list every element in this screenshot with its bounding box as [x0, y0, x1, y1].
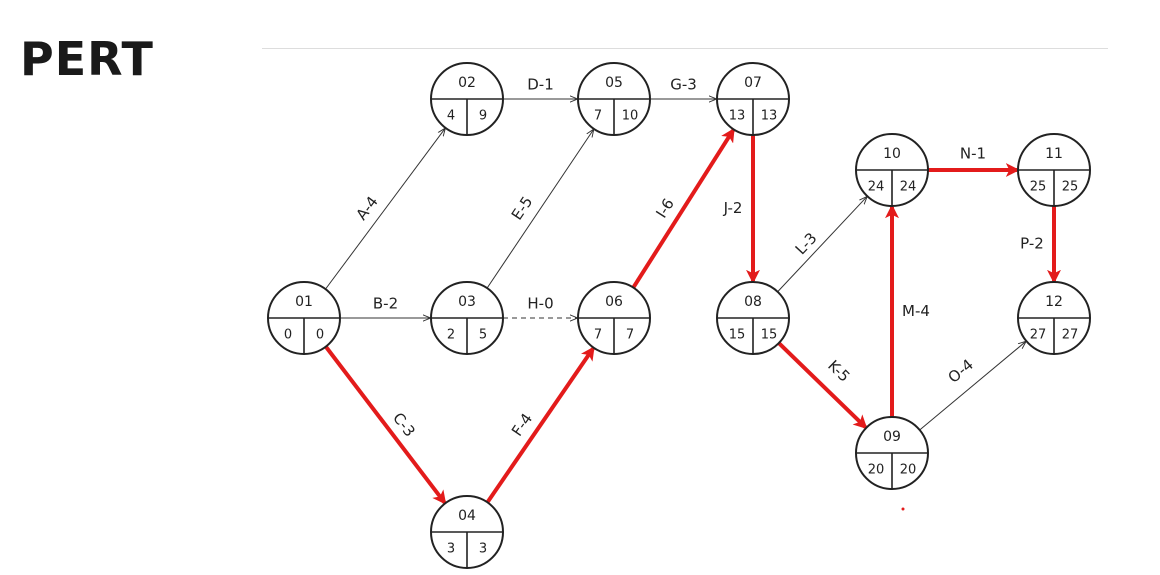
activity-j-2: J-2 — [723, 135, 760, 284]
event-node-07: 07 13 13 — [716, 62, 790, 136]
activity-label: H-0 — [527, 295, 553, 313]
activity-m-4: M-4 — [885, 204, 930, 417]
node-id: 11 — [1045, 146, 1063, 162]
activity-arrow — [919, 342, 1026, 431]
event-node-09: 09 20 20 — [855, 416, 929, 490]
node-earliest-time: 13 — [729, 109, 746, 124]
node-latest-time: 24 — [900, 180, 917, 195]
event-node-10: 10 24 24 — [855, 133, 929, 207]
activity-b-2: B-2 — [340, 295, 430, 319]
node-earliest-time: 7 — [594, 328, 602, 343]
activity-h-0: H-0 — [503, 295, 577, 319]
node-id: 10 — [883, 146, 901, 162]
activity-e-5: E-5 — [486, 130, 593, 289]
node-earliest-time: 15 — [729, 328, 746, 343]
activity-label: E-5 — [508, 193, 537, 223]
node-latest-time: 13 — [761, 109, 778, 124]
activity-label: N-1 — [960, 145, 986, 163]
activity-label: M-4 — [902, 302, 930, 320]
activity-label: I-6 — [652, 195, 678, 221]
node-id: 01 — [295, 294, 313, 310]
node-id: 03 — [458, 294, 476, 310]
node-id: 07 — [744, 75, 762, 91]
activity-label: G-3 — [670, 76, 697, 94]
activity-label: L-3 — [792, 229, 821, 258]
activity-label: B-2 — [373, 295, 398, 313]
node-earliest-time: 7 — [594, 109, 602, 124]
event-node-11: 11 25 25 — [1017, 133, 1091, 207]
activity-a-4: A-4 — [325, 129, 444, 290]
activity-g-3: G-3 — [650, 76, 716, 100]
node-earliest-time: 27 — [1030, 328, 1047, 343]
node-latest-time: 3 — [479, 542, 487, 557]
activity-p-2: P-2 — [1020, 206, 1061, 284]
node-id: 08 — [744, 294, 762, 310]
node-id: 09 — [883, 429, 901, 445]
node-earliest-time: 4 — [447, 109, 455, 124]
node-latest-time: 7 — [626, 328, 634, 343]
node-latest-time: 0 — [316, 328, 324, 343]
event-node-01: 01 0 0 — [267, 281, 341, 355]
activity-f-4: F-4 — [485, 346, 595, 504]
node-earliest-time: 24 — [868, 180, 885, 195]
activity-n-1: N-1 — [928, 145, 1020, 177]
activity-i-6: I-6 — [631, 127, 735, 289]
node-earliest-time: 3 — [447, 542, 455, 557]
node-id: 02 — [458, 75, 476, 91]
activity-c-3: C-3 — [324, 345, 447, 505]
activity-arrow — [486, 130, 593, 289]
node-latest-time: 20 — [900, 463, 917, 478]
activity-k-5: K-5 — [777, 341, 868, 430]
node-earliest-time: 2 — [447, 328, 455, 343]
node-latest-time: 27 — [1062, 328, 1079, 343]
activity-arrow — [777, 197, 867, 293]
divider — [262, 48, 1108, 49]
activity-l-3: L-3 — [777, 197, 867, 293]
activity-label: P-2 — [1020, 235, 1044, 253]
node-earliest-time: 0 — [284, 328, 292, 343]
event-node-02: 02 4 9 — [430, 62, 504, 136]
activity-arrows: A-4 B-2 C-3 D-1 E-5 H-0 F-4 G-3 I-6 J-2 L-3 K-5 M-4 O… — [324, 76, 1061, 505]
activity-label: O-4 — [944, 355, 976, 386]
event-node-06: 06 7 7 — [577, 281, 651, 355]
node-earliest-time: 20 — [868, 463, 885, 478]
node-earliest-time: 25 — [1030, 180, 1047, 195]
node-latest-time: 5 — [479, 328, 487, 343]
event-node-05: 05 7 10 — [577, 62, 651, 136]
node-id: 04 — [458, 508, 476, 524]
activity-arrow — [777, 341, 868, 430]
activity-o-4: O-4 — [919, 342, 1026, 431]
event-node-04: 04 3 3 — [430, 495, 504, 569]
node-latest-time: 9 — [479, 109, 487, 124]
event-node-03: 03 2 5 — [430, 281, 504, 355]
activity-arrow — [485, 346, 595, 504]
activity-arrow — [325, 129, 444, 290]
activity-label: D-1 — [527, 76, 554, 94]
activity-arrow — [324, 345, 447, 505]
stray-dot — [901, 507, 905, 511]
page-title: PERT — [20, 32, 154, 86]
activity-arrow — [631, 127, 735, 289]
activity-label: J-2 — [723, 199, 743, 217]
node-latest-time: 25 — [1062, 180, 1079, 195]
node-id: 12 — [1045, 294, 1063, 310]
event-node-08: 08 15 15 — [716, 281, 790, 355]
node-latest-time: 10 — [622, 109, 639, 124]
node-id: 05 — [605, 75, 623, 91]
event-node-12: 12 27 27 — [1017, 281, 1091, 355]
activity-d-1: D-1 — [503, 76, 577, 100]
node-latest-time: 15 — [761, 328, 778, 343]
activity-label: K-5 — [824, 357, 853, 386]
node-id: 06 — [605, 294, 623, 310]
